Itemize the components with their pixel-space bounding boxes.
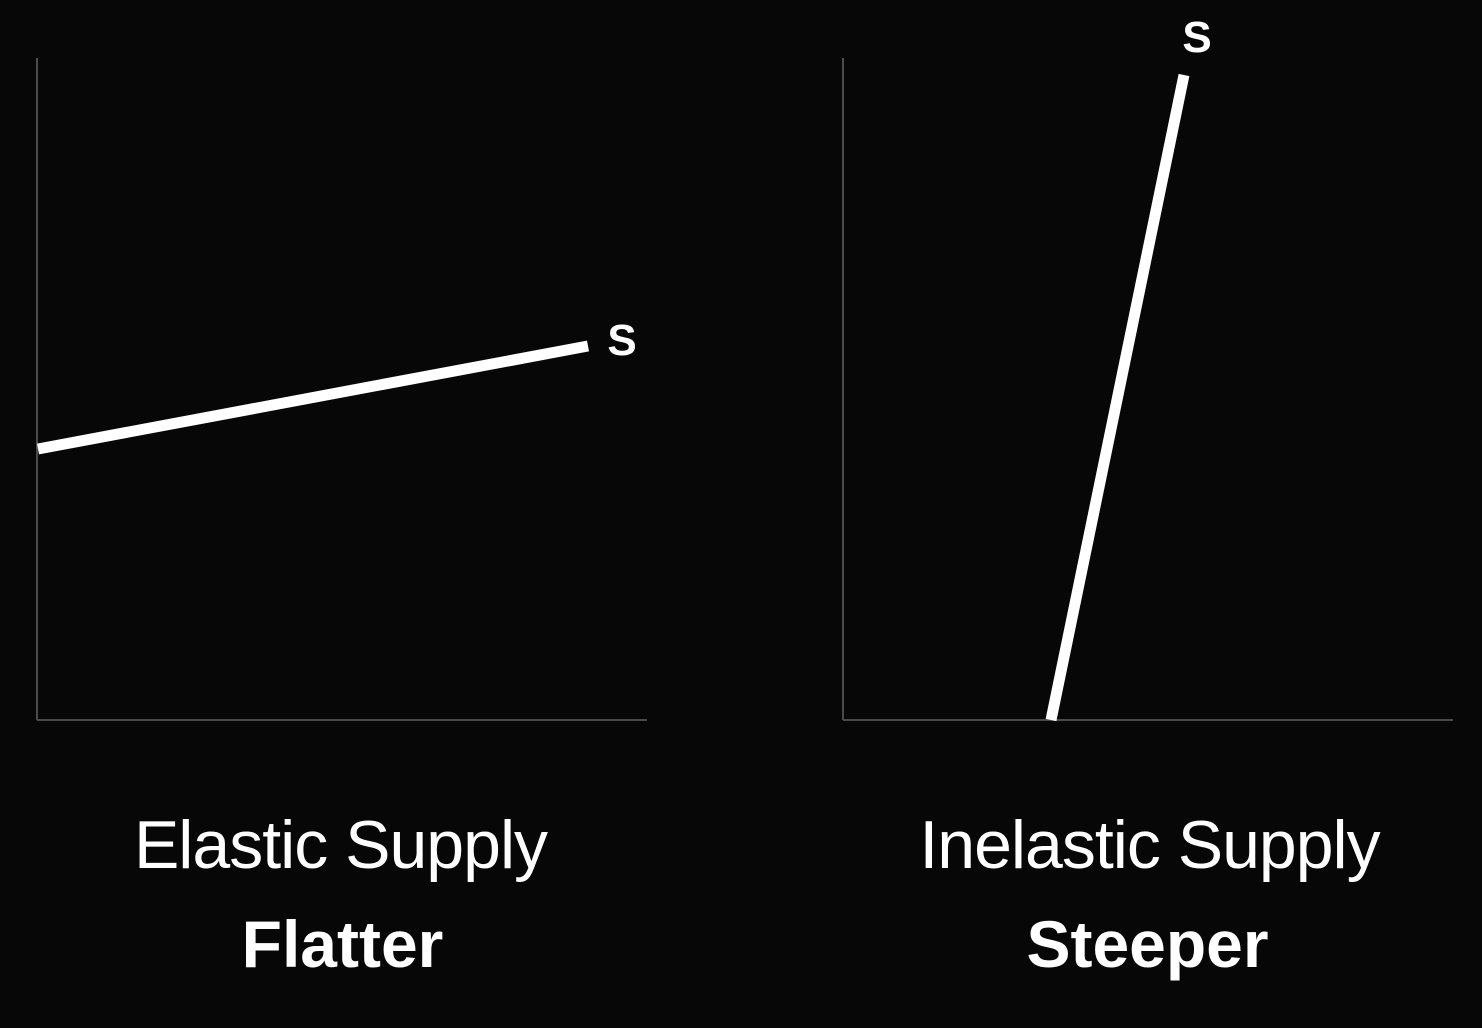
elastic-supply-graph: S	[36, 58, 647, 721]
inelastic-supply-panel: S Inelastic Supply Steeper	[741, 0, 1482, 1028]
supply-curve-label: S	[1182, 13, 1211, 62]
panel-subtitle: Flatter	[241, 907, 444, 981]
panel-subtitle: Steeper	[1026, 907, 1269, 981]
supply-curve	[1045, 73, 1190, 722]
panel-title: Inelastic Supply	[919, 807, 1380, 883]
panel-title: Elastic Supply	[133, 807, 548, 883]
elastic-supply-panel: S Elastic Supply Flatter	[36, 58, 647, 981]
inelastic-supply-graph: S	[842, 13, 1453, 722]
supply-curve-label: S	[607, 316, 636, 365]
supply-curve	[36, 340, 590, 455]
